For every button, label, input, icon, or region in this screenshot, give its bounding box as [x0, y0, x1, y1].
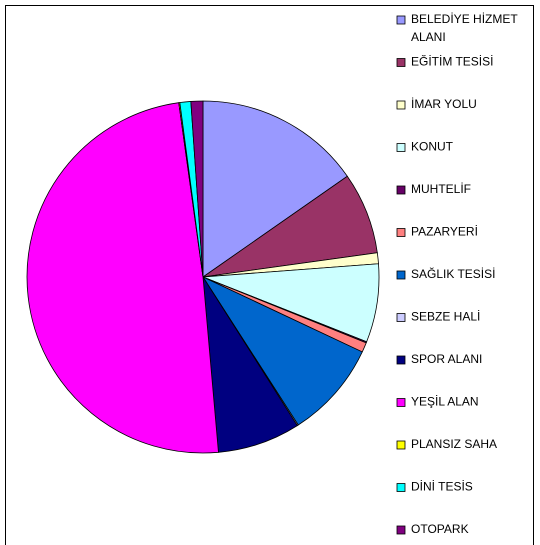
- legend-label: PLANSIZ SAHA: [411, 437, 497, 451]
- legend-label: DİNİ TESİS: [411, 480, 473, 494]
- legend-label: SAĞLIK TESİSİ: [411, 266, 495, 281]
- legend-swatch: [396, 270, 406, 280]
- legend-label: İMAR YOLU: [411, 97, 477, 111]
- legend-swatch: [396, 313, 406, 322]
- legend-swatch: [396, 58, 406, 67]
- legend-label: OTOPARK: [411, 522, 469, 536]
- legend-label-line: BELEDİYE HİZMET: [411, 12, 518, 26]
- legend-label: MUHTELİF: [411, 182, 471, 196]
- legend-label-line: ALANI: [411, 30, 446, 44]
- legend-swatch: [396, 398, 406, 407]
- pie-slice: [202, 100, 348, 278]
- legend-swatch: [396, 100, 406, 110]
- legend-swatch: [396, 355, 406, 365]
- legend-label: EĞİTİM TESİSİ: [411, 54, 493, 69]
- legend-swatch: [396, 483, 406, 492]
- legend-swatch: [396, 228, 406, 237]
- legend-swatch: [396, 15, 406, 25]
- pie-slice: [26, 102, 219, 454]
- legend-swatch: [396, 185, 406, 195]
- legend-swatch: [396, 440, 406, 450]
- legend-label: BELEDİYE HİZMET ALANI: [411, 12, 518, 44]
- legend-label: YEŞİL ALAN: [411, 395, 479, 409]
- legend-label: KONUT: [411, 140, 454, 154]
- pie-slice: [201, 276, 363, 426]
- legend-swatch: [396, 525, 406, 535]
- legend-label: PAZARYERİ: [411, 225, 478, 239]
- legend-label: SPOR ALANI: [411, 352, 482, 366]
- pie-slice: [190, 100, 204, 278]
- legend-swatch: [396, 143, 406, 152]
- legend-label: SEBZE HALİ: [411, 310, 480, 324]
